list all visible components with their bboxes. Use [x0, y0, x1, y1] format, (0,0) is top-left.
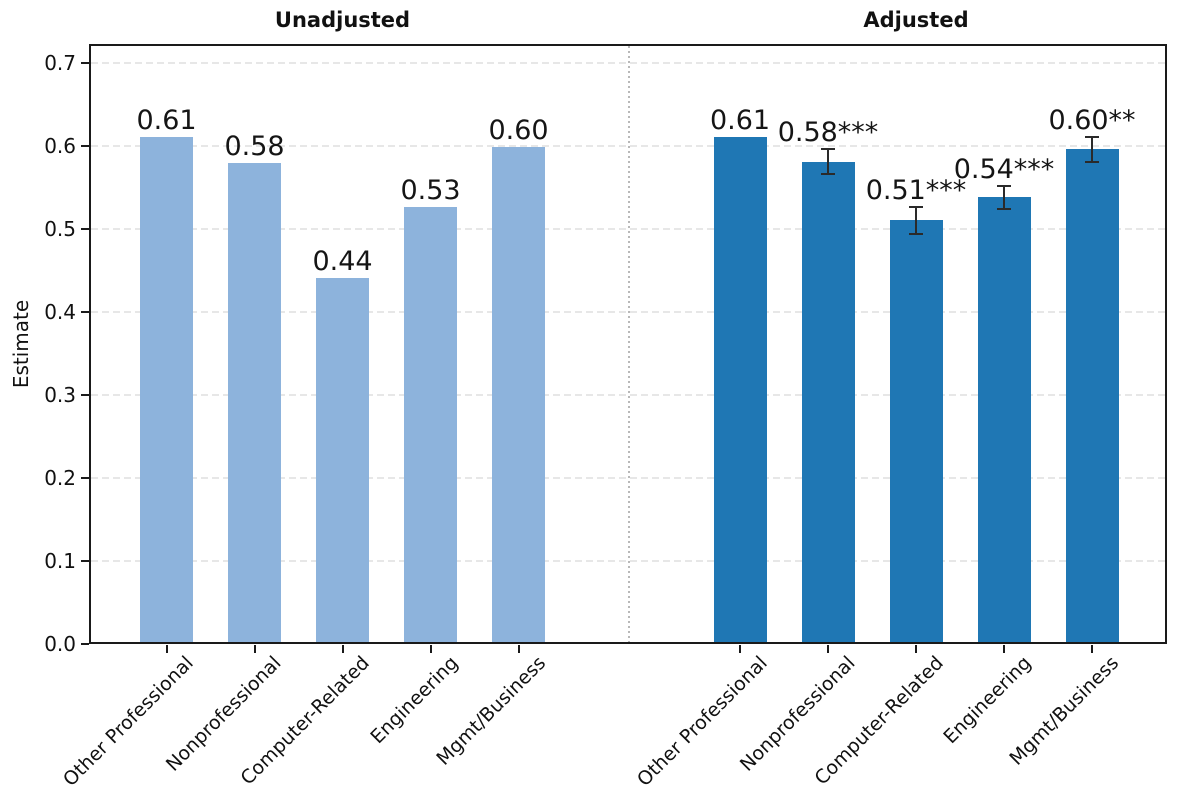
bar [140, 137, 193, 643]
error-bar-cap-top [997, 184, 1011, 187]
panel-title-unadjusted: Unadjusted [274, 8, 411, 32]
y-tick-label: 0.2 [44, 465, 76, 490]
y-tick-label: 0.5 [44, 216, 76, 241]
error-bar-cap-top [1085, 135, 1099, 138]
bar [801, 161, 855, 643]
bar [977, 197, 1031, 643]
bar [492, 146, 545, 643]
y-axis-tick [81, 310, 89, 313]
error-bar-cap-top [821, 148, 835, 151]
bar-value-label: 0.60 [488, 114, 549, 146]
y-axis-tick [81, 393, 89, 396]
x-axis-tick [1003, 645, 1005, 653]
error-bar-cap-bottom [909, 232, 923, 235]
error-bar-cap-top [909, 206, 923, 209]
error-bar [1003, 185, 1005, 209]
x-axis-tick [739, 645, 741, 653]
bar-value-label: 0.54*** [953, 153, 1055, 185]
x-tick-label: Engineering [365, 652, 463, 749]
plot-border [89, 44, 1167, 644]
x-axis-tick [1091, 645, 1093, 653]
error-bar [1091, 136, 1093, 162]
bar-value-label: 0.51*** [865, 175, 967, 207]
error-bar-cap-bottom [997, 207, 1011, 210]
x-axis-tick [517, 645, 520, 653]
y-tick-label: 0.7 [44, 50, 76, 75]
x-axis-tick [915, 645, 917, 653]
panel-divider [628, 46, 630, 642]
x-axis-tick [827, 645, 829, 653]
bar [316, 277, 369, 643]
y-axis-tick [81, 559, 89, 562]
bar [713, 137, 767, 643]
bar [1065, 149, 1119, 643]
y-tick-label: 0.6 [44, 133, 76, 158]
x-axis-tick [165, 645, 168, 653]
y-tick-label: 0.4 [44, 299, 76, 324]
error-bar [827, 149, 829, 174]
panel-title-adjusted: Adjusted [863, 8, 969, 32]
y-tick-label: 0.3 [44, 382, 76, 407]
bar-value-label: 0.61 [136, 105, 197, 137]
bar-value-label: 0.53 [400, 175, 461, 207]
x-axis-tick [429, 645, 432, 653]
error-bar [915, 207, 917, 234]
x-tick-label: Engineering [939, 652, 1036, 749]
y-axis-tick [81, 61, 89, 64]
bar-value-label: 0.44 [312, 245, 373, 277]
y-axis-tick [81, 476, 89, 479]
error-bar-cap-bottom [821, 172, 835, 175]
bar-value-label: 0.58 [224, 131, 285, 163]
x-axis-tick [253, 645, 256, 653]
y-axis-tick [81, 144, 89, 147]
error-bar-cap-bottom [1085, 160, 1099, 163]
bar [228, 163, 281, 643]
bar [889, 220, 943, 643]
y-tick-label: 0.1 [44, 548, 76, 573]
y-axis-tick [81, 227, 89, 230]
x-axis-tick [341, 645, 344, 653]
bar-value-label: 0.58*** [777, 117, 879, 149]
y-axis-tick [81, 643, 89, 645]
bar-value-label: 0.61 [709, 105, 771, 137]
bar [404, 207, 457, 643]
bar-value-label: 0.60** [1048, 104, 1136, 136]
y-tick-label: 0.0 [44, 632, 76, 656]
